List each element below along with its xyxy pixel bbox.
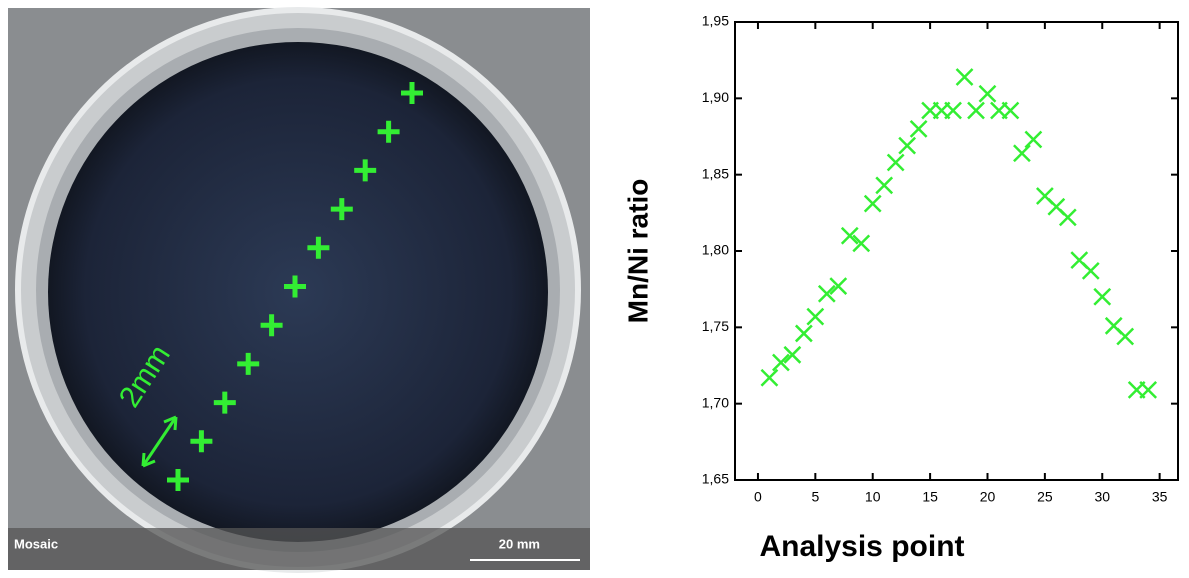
scale-arrow xyxy=(141,416,178,467)
y-tick-label: 1,80 xyxy=(702,242,729,258)
y-tick-label: 1,70 xyxy=(702,394,729,410)
x-tick-label: 35 xyxy=(1152,489,1168,505)
data-point xyxy=(1116,327,1135,346)
x-tick-label: 30 xyxy=(1094,489,1110,505)
arrow-heads xyxy=(141,415,178,468)
data-point xyxy=(840,226,859,245)
scale-bar-label: 20 mm xyxy=(499,536,540,551)
photo-cross xyxy=(237,352,260,375)
x-tick-label: 20 xyxy=(980,489,996,505)
y-tick-label: 1,85 xyxy=(702,165,729,181)
photo-cross xyxy=(401,82,423,104)
photo-cross xyxy=(260,314,283,337)
data-point xyxy=(852,234,871,253)
data-point xyxy=(794,324,813,343)
y-tick-label: 1,90 xyxy=(702,89,729,105)
data-point xyxy=(1024,130,1043,149)
x-tick-label: 0 xyxy=(754,489,762,505)
data-point xyxy=(806,307,825,326)
caption: Mosaic xyxy=(14,536,58,551)
x-tick-label: 10 xyxy=(865,489,881,505)
data-point xyxy=(1058,208,1077,227)
x-tick-label: 5 xyxy=(811,489,819,505)
photo-cross xyxy=(284,275,306,298)
data-point xyxy=(967,101,985,120)
photo-cross xyxy=(190,430,213,453)
data-point xyxy=(829,277,848,295)
y-tick-label: 1,65 xyxy=(702,471,729,487)
photo-cross xyxy=(167,469,189,491)
data-point xyxy=(817,284,836,303)
sample xyxy=(48,42,548,542)
photo-cross xyxy=(354,159,377,182)
data-point xyxy=(1013,144,1031,163)
data-point xyxy=(863,194,882,213)
x-tick-label: 25 xyxy=(1037,489,1053,505)
photo-cross xyxy=(377,120,400,143)
y-tick-label: 1,95 xyxy=(702,13,729,29)
data-point xyxy=(944,101,962,120)
photo-cross xyxy=(307,236,330,259)
plot-frame xyxy=(734,21,1179,481)
photo-crosses xyxy=(167,82,423,491)
chart: Analysis point Mn/Ni ratio 1,65 1,70 1,75 1… xyxy=(622,13,1179,563)
x-axis-label: Analysis point xyxy=(759,530,964,563)
data-point xyxy=(978,84,997,103)
y-tick-label: 1,75 xyxy=(702,318,729,334)
data-point xyxy=(783,345,802,364)
data-point xyxy=(875,176,894,195)
data-point xyxy=(772,353,790,372)
data-point xyxy=(1001,101,1020,120)
data-point xyxy=(760,368,779,387)
caption-bar xyxy=(8,528,590,570)
photo-cross xyxy=(330,198,353,221)
data-point xyxy=(955,68,974,86)
data-point xyxy=(1081,261,1100,280)
data-point xyxy=(1093,287,1112,306)
data-point xyxy=(1139,381,1158,399)
data-point xyxy=(886,153,905,172)
x-tick-label: 15 xyxy=(922,489,938,505)
data-point xyxy=(909,119,928,138)
photo: 2mm Mosaic 20 mm xyxy=(8,7,590,573)
data-point xyxy=(898,136,917,155)
photo-cross xyxy=(213,391,236,414)
y-axis-label: Mn/Ni ratio xyxy=(622,179,653,324)
